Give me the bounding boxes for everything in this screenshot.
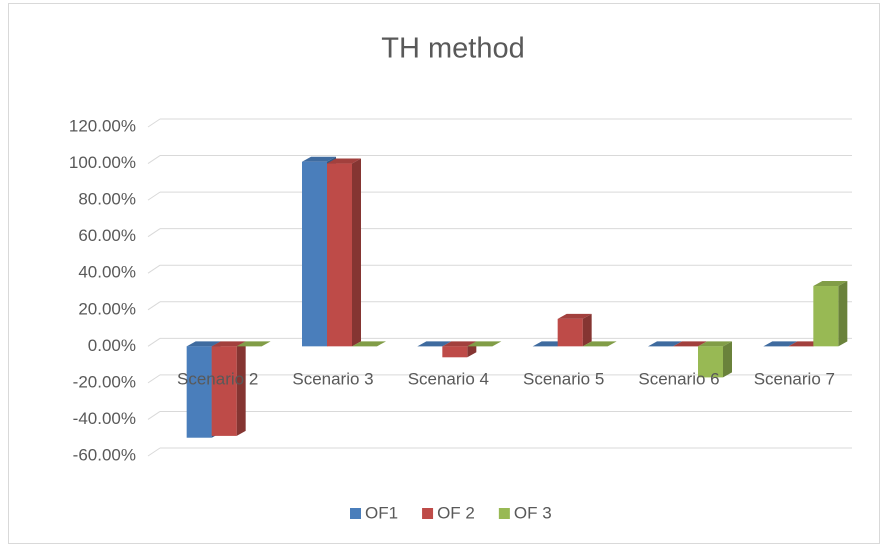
chart-title: TH method — [381, 33, 524, 65]
legend-swatch — [422, 508, 433, 519]
bar — [442, 346, 467, 357]
y-tick-label: 100.00% — [69, 153, 136, 172]
bar-side — [723, 341, 732, 377]
bar — [813, 286, 838, 346]
x-tick-label: Scenario 6 — [638, 369, 719, 388]
y-tick-label: -20.00% — [73, 372, 136, 391]
legend-swatch — [499, 508, 510, 519]
bar — [187, 346, 212, 437]
bar — [327, 164, 352, 347]
y-tick-label: 80.00% — [78, 190, 136, 209]
y-tick-label: -60.00% — [73, 445, 136, 464]
x-tick-label: Scenario 3 — [292, 369, 373, 388]
chart-frame — [9, 4, 880, 544]
bar — [302, 162, 327, 347]
y-tick-label: 60.00% — [78, 226, 136, 245]
bar-side — [237, 341, 246, 436]
bar — [558, 319, 583, 346]
legend-swatch — [350, 508, 361, 519]
bar-side — [352, 159, 361, 347]
y-tick-label: -40.00% — [73, 409, 136, 428]
legend-label: OF 3 — [514, 503, 552, 522]
y-tick-label: 0.00% — [88, 336, 136, 355]
x-tick-label: Scenario 2 — [177, 369, 258, 388]
bar-side — [583, 314, 592, 346]
bar-side — [838, 281, 847, 346]
legend-label: OF1 — [365, 503, 398, 522]
y-tick-label: 120.00% — [69, 116, 136, 135]
y-tick-label: 20.00% — [78, 299, 136, 318]
x-tick-label: Scenario 5 — [523, 369, 604, 388]
x-tick-label: Scenario 7 — [754, 369, 835, 388]
bar — [212, 346, 237, 436]
y-tick-label: 40.00% — [78, 263, 136, 282]
x-tick-label: Scenario 4 — [408, 369, 489, 388]
legend-label: OF 2 — [437, 503, 475, 522]
